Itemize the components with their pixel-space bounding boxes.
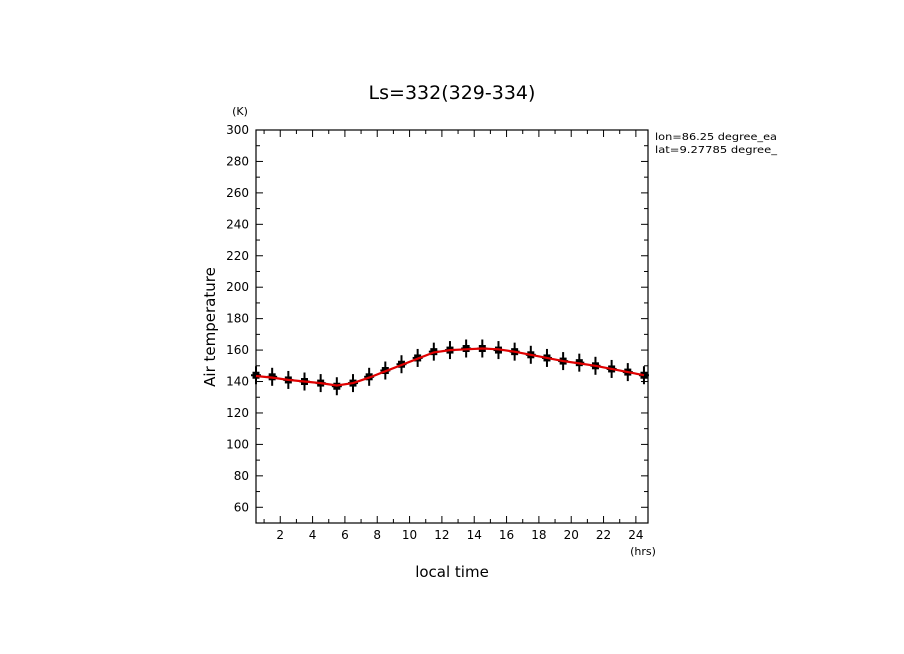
- x-tick-label: 8: [373, 528, 381, 542]
- y-tick-label: 60: [234, 500, 249, 514]
- x-unit-label: (hrs): [630, 545, 656, 558]
- y-tick-label: 280: [226, 154, 249, 168]
- y-tick-label: 100: [226, 437, 249, 451]
- plot-frame: [255, 129, 649, 524]
- x-axis-label: local time: [415, 563, 489, 581]
- x-tick-label: 6: [341, 528, 349, 542]
- y-tick-label: 240: [226, 217, 249, 231]
- y-tick-label: 80: [234, 469, 249, 483]
- y-tick-label: 140: [226, 375, 249, 389]
- y-tick-label: 200: [226, 280, 249, 294]
- x-tick-label: 10: [402, 528, 417, 542]
- data-point-box: [252, 371, 260, 379]
- y-tick-label: 160: [226, 343, 249, 357]
- annotation-lat: lat=9.27785 degree_: [655, 145, 778, 156]
- y-tick-label: 300: [226, 123, 249, 137]
- x-tick-label: 24: [628, 528, 643, 542]
- y-tick-label: 180: [226, 312, 249, 326]
- y-axis-label: Air temperature: [201, 267, 219, 387]
- x-tick-label: 16: [499, 528, 514, 542]
- x-tick-label: 2: [276, 528, 284, 542]
- x-tick-label: 4: [309, 528, 317, 542]
- chart-title: Ls=332(329-334): [369, 82, 536, 104]
- y-tick-label: 220: [226, 249, 249, 263]
- series-line-model: [255, 347, 645, 387]
- y-tick-label: 260: [226, 186, 249, 200]
- y-unit-label: (K): [232, 105, 248, 118]
- x-tick-label: 18: [531, 528, 546, 542]
- x-tick-label: 12: [434, 528, 449, 542]
- x-tick-label: 20: [564, 528, 579, 542]
- annotation-lon: lon=86.25 degree_ea: [655, 132, 777, 143]
- y-tick-label: 120: [226, 406, 249, 420]
- x-tick-label: 22: [596, 528, 611, 542]
- x-tick-label: 14: [467, 528, 482, 542]
